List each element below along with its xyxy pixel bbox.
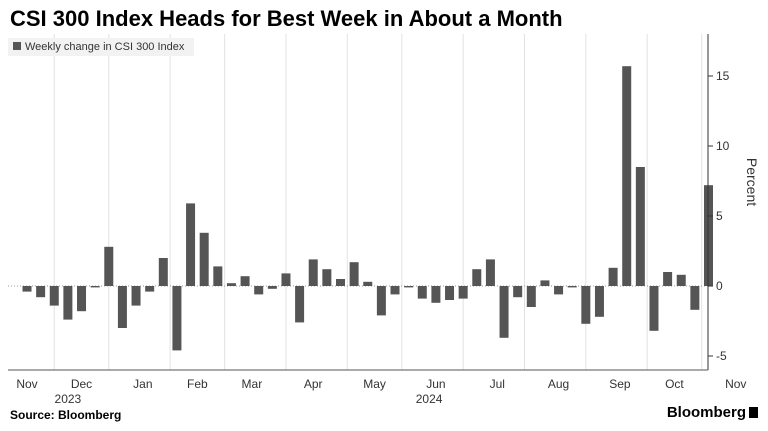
bar bbox=[104, 246, 114, 286]
bar bbox=[554, 286, 564, 295]
brand-name: Bloomberg bbox=[666, 404, 746, 421]
bar bbox=[145, 286, 155, 292]
x-month-label: Jun bbox=[426, 377, 445, 391]
y-axis-title: Percent bbox=[744, 158, 760, 206]
bar bbox=[540, 280, 550, 286]
x-month-label: Oct bbox=[665, 377, 684, 391]
bar bbox=[499, 286, 509, 338]
bar bbox=[445, 286, 455, 300]
bar bbox=[199, 232, 209, 286]
bar bbox=[431, 286, 441, 303]
bar bbox=[485, 259, 495, 286]
bar bbox=[581, 286, 591, 324]
bar bbox=[22, 286, 32, 292]
x-month-label: Sep bbox=[609, 377, 631, 391]
x-month-label: Nov bbox=[725, 377, 746, 391]
bar bbox=[267, 286, 277, 289]
bar bbox=[676, 274, 686, 286]
bar bbox=[335, 279, 345, 286]
x-month-label: Jan bbox=[133, 377, 152, 391]
bar bbox=[390, 286, 400, 295]
bar bbox=[117, 286, 127, 328]
x-month-label: Feb bbox=[187, 377, 208, 391]
bar bbox=[131, 286, 141, 306]
bar bbox=[49, 286, 59, 306]
bar bbox=[649, 286, 659, 331]
bar bbox=[458, 286, 468, 299]
bar bbox=[404, 286, 414, 288]
x-month-label: Apr bbox=[304, 377, 323, 391]
bar bbox=[240, 276, 250, 286]
brand-logo: Bloomberg bbox=[667, 404, 758, 421]
bar bbox=[254, 286, 264, 295]
bar bbox=[513, 286, 523, 298]
legend-swatch bbox=[13, 42, 21, 50]
bar bbox=[363, 281, 373, 286]
bar bbox=[472, 269, 482, 286]
x-year-label: 2023 bbox=[55, 392, 82, 406]
y-tick-label: -5 bbox=[716, 349, 727, 363]
bar bbox=[308, 259, 318, 286]
bar bbox=[77, 286, 87, 312]
x-month-label: Aug bbox=[548, 377, 569, 391]
y-tick-label: 10 bbox=[716, 139, 730, 153]
x-month-label: Jul bbox=[490, 377, 505, 391]
x-year-label: 2024 bbox=[416, 392, 443, 406]
x-month-label: Nov bbox=[16, 377, 37, 391]
bar bbox=[281, 273, 291, 286]
y-tick-label: 15 bbox=[716, 69, 730, 83]
bar bbox=[594, 286, 604, 317]
bar bbox=[663, 272, 673, 286]
bar bbox=[690, 286, 700, 310]
x-month-label: Mar bbox=[242, 377, 263, 391]
bar bbox=[226, 283, 236, 286]
y-tick-label: 0 bbox=[716, 279, 723, 293]
chart-title: CSI 300 Index Heads for Best Week in Abo… bbox=[10, 6, 563, 31]
bar bbox=[322, 269, 332, 286]
bar bbox=[213, 266, 223, 286]
bar bbox=[376, 286, 386, 316]
x-month-label: May bbox=[363, 377, 386, 391]
bar bbox=[567, 286, 577, 288]
bar bbox=[635, 167, 645, 286]
bar bbox=[158, 258, 168, 286]
bar bbox=[526, 286, 536, 307]
bar bbox=[63, 286, 73, 320]
legend-label: Weekly change in CSI 300 Index bbox=[25, 41, 185, 53]
bar bbox=[36, 286, 46, 298]
x-month-label: Dec bbox=[71, 377, 92, 391]
bar bbox=[608, 267, 618, 286]
bar bbox=[186, 203, 196, 286]
legend-box bbox=[8, 38, 194, 56]
y-tick-label: 5 bbox=[716, 209, 723, 223]
bar bbox=[622, 66, 632, 286]
bar bbox=[349, 262, 359, 286]
bar bbox=[90, 286, 100, 288]
bar bbox=[172, 286, 182, 351]
source-note: Source: Bloomberg bbox=[10, 408, 122, 422]
bar bbox=[417, 286, 427, 299]
brand-mark-icon bbox=[749, 407, 758, 418]
bar bbox=[295, 286, 305, 323]
